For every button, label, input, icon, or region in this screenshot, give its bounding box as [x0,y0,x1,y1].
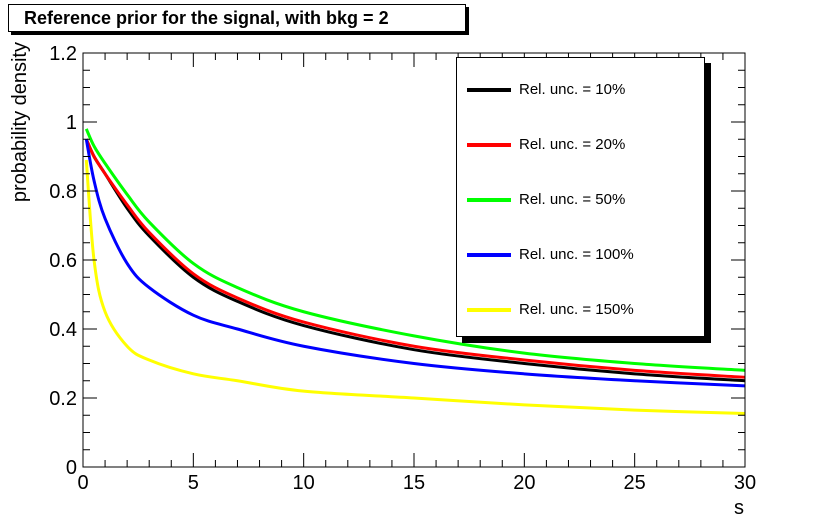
legend-entry-10: Rel. unc. = 10% [467,80,697,100]
legend-label-10: Rel. unc. = 10% [519,81,626,98]
x-tick-label-25: 25 [624,472,646,494]
x-axis-label: s [734,497,744,519]
legend-entry-20: Rel. unc. = 20% [467,135,697,155]
legend-label-50: Rel. unc. = 50% [519,191,626,208]
series-line-150 [84,159,746,416]
legend-swatch-20 [467,143,511,147]
x-tick-label-30: 30 [734,472,756,494]
y-tick-label-1: 1 [66,112,77,134]
y-tick-label-0.6: 0.6 [49,250,77,272]
legend-label-150: Rel. unc. = 150% [519,301,634,318]
legend-label-20: Rel. unc. = 20% [519,136,626,153]
legend-swatch-10 [467,88,511,92]
series-line-100 [84,138,746,388]
y-tick-label-0.2: 0.2 [49,388,77,410]
y-tick-label-0: 0 [66,457,77,479]
tick-label-layer: 0 5 10 15 20 25 30 0 0.2 0.4 0.6 0.8 1 1.2 [49,43,756,494]
y-tick-label-0.4: 0.4 [49,319,77,341]
legend-entry-100: Rel. unc. = 100% [467,245,697,265]
series-line-20 [84,138,746,379]
x-tick-label-15: 15 [403,472,425,494]
chart-title: Reference prior for the signal, with bkg… [8,4,466,32]
chart-title-text: Reference prior for the signal, with bkg… [24,8,389,28]
y-axis-label: probability density [9,42,31,202]
y-tick-label-0.8: 0.8 [49,181,77,203]
series-line-50 [84,128,746,372]
curve-layer [84,128,746,416]
legend-swatch-50 [467,198,511,202]
legend-swatch-100 [467,253,511,257]
legend-entry-50: Rel. unc. = 50% [467,190,697,210]
y-tick-label-1.2: 1.2 [49,43,77,65]
legend-label-100: Rel. unc. = 100% [519,246,634,263]
x-tick-label-10: 10 [293,472,315,494]
axis-ticks [82,52,746,468]
x-tick-label-5: 5 [188,472,199,494]
legend-entry-150: Rel. unc. = 150% [467,300,697,320]
tick-layer [82,52,746,468]
x-tick-label-0: 0 [77,472,88,494]
legend: Rel. unc. = 10% Rel. unc. = 20% Rel. unc… [456,57,705,337]
legend-swatch-150 [467,308,511,312]
x-tick-label-20: 20 [513,472,535,494]
